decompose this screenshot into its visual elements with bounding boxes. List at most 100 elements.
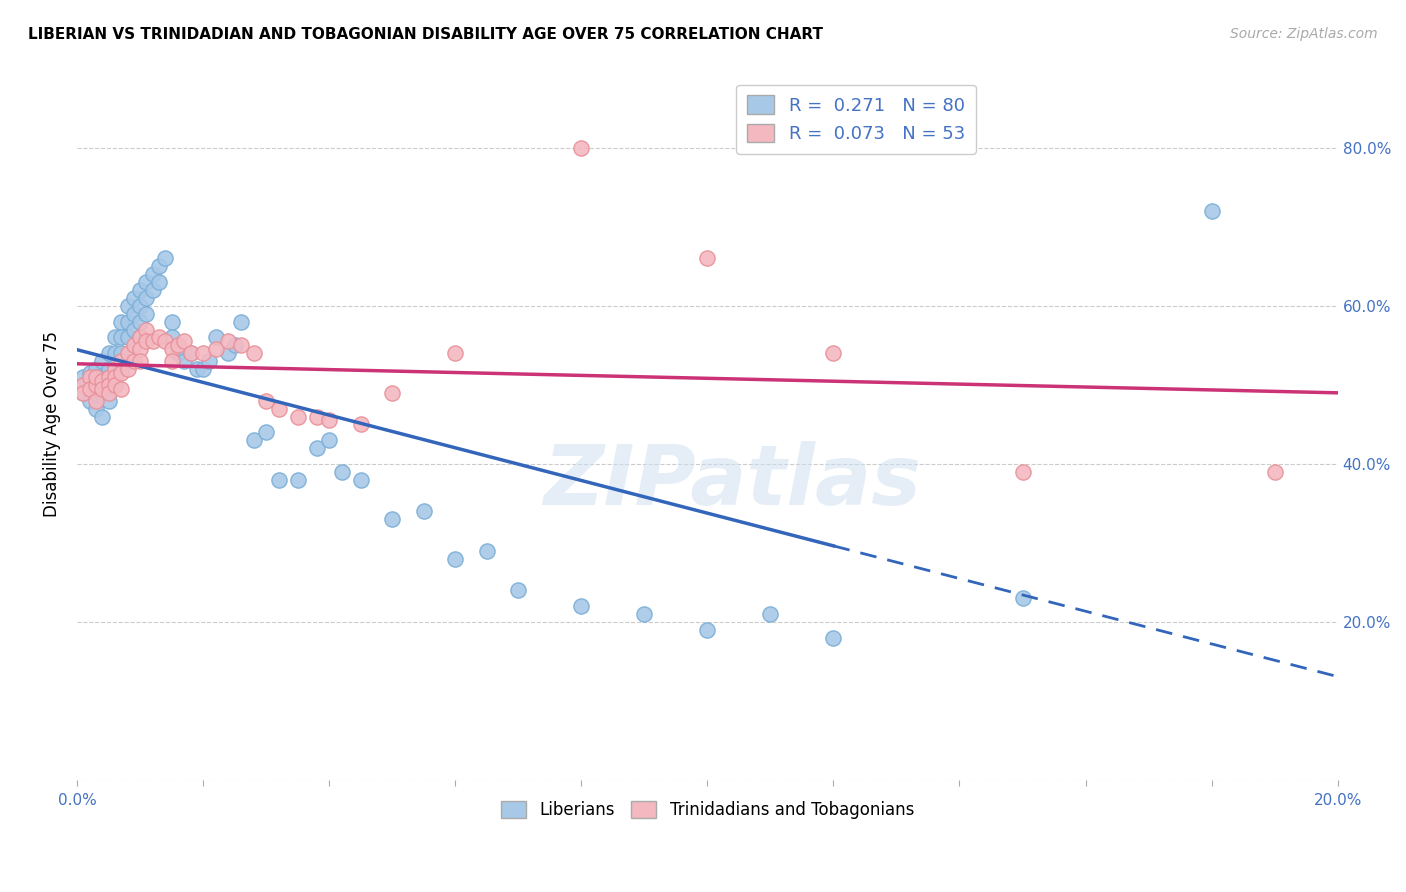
Point <box>1264 465 1286 479</box>
Y-axis label: Disability Age Over 75: Disability Age Over 75 <box>44 332 60 517</box>
Point <box>229 315 252 329</box>
Point <box>110 354 132 368</box>
Point <box>254 425 277 440</box>
Point <box>97 377 120 392</box>
Point <box>135 334 157 349</box>
Point <box>91 377 114 392</box>
Point <box>173 354 195 368</box>
Point <box>72 370 94 384</box>
Point <box>633 607 655 622</box>
Point <box>97 370 120 384</box>
Point <box>129 283 152 297</box>
Point <box>267 401 290 416</box>
Point <box>475 544 498 558</box>
Point <box>254 393 277 408</box>
Point <box>160 343 183 357</box>
Point <box>97 370 120 384</box>
Point <box>696 623 718 637</box>
Point <box>160 330 183 344</box>
Point <box>79 393 101 408</box>
Point <box>84 377 107 392</box>
Point <box>148 330 170 344</box>
Point <box>79 382 101 396</box>
Point <box>759 607 782 622</box>
Point <box>79 370 101 384</box>
Point <box>155 334 177 349</box>
Point <box>91 385 114 400</box>
Text: ZIPatlas: ZIPatlas <box>544 441 921 522</box>
Point <box>104 370 127 384</box>
Point <box>84 401 107 416</box>
Point <box>104 362 127 376</box>
Point <box>160 315 183 329</box>
Point <box>350 417 373 432</box>
Point <box>381 512 404 526</box>
Point <box>305 441 328 455</box>
Point <box>91 370 114 384</box>
Point <box>129 315 152 329</box>
Point <box>129 330 152 344</box>
Point <box>97 385 120 400</box>
Point <box>104 330 127 344</box>
Point <box>350 473 373 487</box>
Point <box>155 252 177 266</box>
Point <box>79 366 101 380</box>
Point <box>135 322 157 336</box>
Point <box>204 343 226 357</box>
Point <box>84 370 107 384</box>
Point <box>122 338 145 352</box>
Point <box>110 330 132 344</box>
Point <box>224 338 246 352</box>
Point <box>110 382 132 396</box>
Point <box>229 338 252 352</box>
Point <box>84 377 107 392</box>
Point <box>381 385 404 400</box>
Point <box>117 362 139 376</box>
Point <box>287 473 309 487</box>
Point <box>217 334 239 349</box>
Point <box>129 330 152 344</box>
Point <box>110 315 132 329</box>
Point <box>129 299 152 313</box>
Point <box>1201 203 1223 218</box>
Point <box>318 434 340 448</box>
Point <box>142 334 165 349</box>
Point <box>91 354 114 368</box>
Point <box>569 599 592 614</box>
Point <box>412 504 434 518</box>
Point <box>79 382 101 396</box>
Point <box>117 315 139 329</box>
Point <box>84 385 107 400</box>
Point <box>110 366 132 380</box>
Point <box>135 291 157 305</box>
Point <box>135 275 157 289</box>
Point <box>97 393 120 408</box>
Legend: Liberians, Trinidadians and Tobagonians: Liberians, Trinidadians and Tobagonians <box>494 794 921 825</box>
Point <box>287 409 309 424</box>
Point <box>823 631 845 645</box>
Point <box>267 473 290 487</box>
Point <box>1011 465 1033 479</box>
Point <box>72 385 94 400</box>
Point <box>167 346 190 360</box>
Point <box>167 338 190 352</box>
Point <box>79 374 101 388</box>
Point <box>198 354 221 368</box>
Point <box>122 307 145 321</box>
Point <box>104 346 127 360</box>
Point <box>173 334 195 349</box>
Point <box>97 377 120 392</box>
Point <box>129 354 152 368</box>
Point <box>318 413 340 427</box>
Point <box>180 346 202 360</box>
Point <box>110 362 132 376</box>
Point <box>191 346 214 360</box>
Point <box>217 346 239 360</box>
Point <box>129 343 152 357</box>
Point <box>191 362 214 376</box>
Point <box>1011 591 1033 606</box>
Point <box>122 354 145 368</box>
Point <box>97 362 120 376</box>
Point <box>330 465 353 479</box>
Point <box>823 346 845 360</box>
